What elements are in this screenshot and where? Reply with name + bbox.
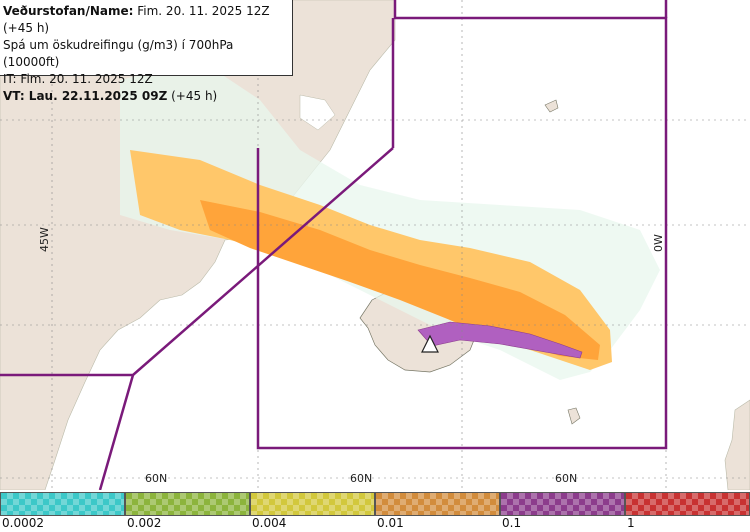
lon-label-45w: 45W (38, 227, 51, 252)
concentration-legend: 0.0002 0.002 0.004 0.01 0.1 1 (0, 490, 750, 532)
legend-swatch-2 (125, 492, 250, 516)
norway-coast (724, 399, 750, 490)
forecast-info-box: Veðurstofan/Name: Fim. 20. 11. 2025 12Z … (0, 0, 293, 103)
lat-label-b: 60N (350, 472, 372, 485)
legend-swatch-4 (375, 492, 500, 516)
legend-swatch-6 (625, 492, 750, 516)
legend-tick-1: 0.0002 (2, 516, 44, 530)
valid-offset: (+45 h) (167, 89, 218, 103)
volcano-marker-icon[interactable] (421, 334, 439, 353)
legend-tick-2: 0.002 (127, 516, 162, 530)
legend-tick-6: 1 (627, 516, 635, 530)
legend-tick-3: 0.004 (252, 516, 287, 530)
info-line-3: IT: Fim. 20. 11. 2025 12Z (3, 72, 153, 86)
ash-plume-heavy (417, 321, 583, 359)
issue-time: Fim. 20. 11. 2025 12Z (+45 h) (3, 4, 270, 35)
lon-label-0w: 0W (652, 234, 665, 252)
fir-boundary (0, 0, 668, 490)
ash-plume-medium (200, 200, 600, 360)
valid-time: VT: Lau. 22.11.2025 09Z (3, 89, 168, 103)
legend-swatch-1 (0, 492, 125, 516)
faroe-island (544, 99, 559, 113)
map-canvas[interactable]: 45W 0W 60N 60N 60N (0, 0, 750, 490)
info-line-2: Spá um öskudreifingu (g/m3) í 700hPa (10… (3, 38, 234, 69)
info-line-1: Veðurstofan/Name: Fim. 20. 11. 2025 12Z … (3, 3, 289, 37)
lat-label-c: 60N (555, 472, 577, 485)
issuer-label: Veðurstofan/Name: (3, 4, 134, 18)
legend-tick-5: 0.1 (502, 516, 522, 530)
lat-label-a: 60N (145, 472, 167, 485)
legend-tick-4: 0.01 (377, 516, 404, 530)
legend-swatch-3 (250, 492, 375, 516)
greenland-fjord (299, 94, 336, 131)
shetland-island (567, 407, 581, 425)
greenland-landmass (0, 0, 396, 490)
info-line-4: VT: Lau. 22.11.2025 09Z (+45 h) (3, 88, 289, 105)
legend-swatch-5 (500, 492, 625, 516)
